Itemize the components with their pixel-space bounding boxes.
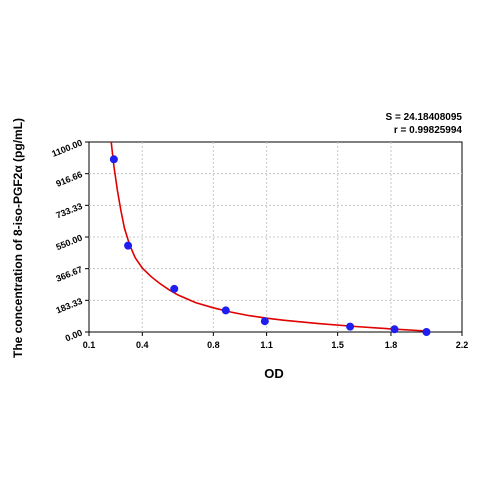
data-point bbox=[109, 155, 118, 164]
x-axis-label: OD bbox=[264, 366, 284, 381]
x-tick-label: 1.1 bbox=[260, 340, 273, 350]
plot-area bbox=[88, 141, 463, 333]
data-point bbox=[221, 306, 230, 315]
data-point bbox=[124, 241, 133, 250]
y-tick-label: 366.67 bbox=[54, 264, 83, 284]
data-point bbox=[260, 317, 269, 326]
x-tick-label: 1.5 bbox=[331, 340, 344, 350]
data-point bbox=[390, 325, 399, 334]
y-tick-label: 916.66 bbox=[54, 169, 83, 189]
x-tick-label: 0.4 bbox=[136, 340, 149, 350]
y-tick-label: 1100.00 bbox=[50, 138, 83, 159]
data-point bbox=[170, 284, 179, 293]
data-points-layer bbox=[109, 155, 431, 336]
fit-r-statistic: r = 0.99825994 bbox=[393, 125, 462, 136]
y-tick-label: 183.33 bbox=[54, 296, 83, 316]
x-tick-label: 2.2 bbox=[456, 340, 469, 350]
y-tick-label: 0.00 bbox=[64, 328, 84, 344]
fit-s-statistic: S = 24.18408095 bbox=[385, 112, 462, 123]
x-tick-label: 0.1 bbox=[83, 340, 96, 350]
y-tick-label: 733.33 bbox=[54, 201, 83, 221]
y-axis-label: The concentration of 8-iso-PGF2α (pg/mL) bbox=[11, 118, 25, 358]
x-tick-label: 0.8 bbox=[207, 340, 220, 350]
data-point bbox=[422, 328, 431, 336]
y-tick-label: 550.00 bbox=[54, 233, 83, 253]
x-tick-label: 1.8 bbox=[385, 340, 398, 350]
data-point bbox=[346, 322, 355, 331]
